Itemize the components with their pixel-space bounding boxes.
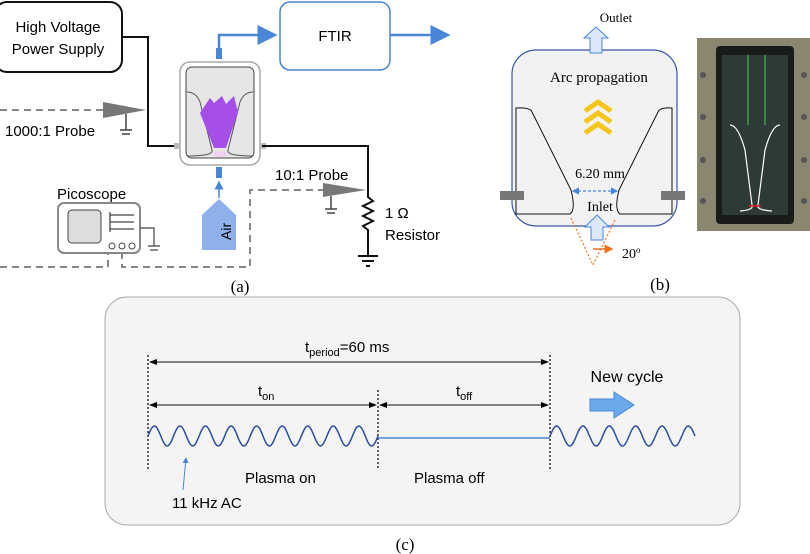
low-probe-icon (323, 183, 366, 197)
ac-wave-on (147, 425, 379, 447)
ground-icon (358, 255, 378, 267)
ground-icon (140, 227, 160, 251)
ground-icon (120, 114, 132, 135)
outlet-arrow (582, 26, 610, 54)
power-supply-label-1: High Voltage (15, 19, 100, 36)
panel-c: tperiod=60 ms ton toff New cycle Plasma … (104, 296, 741, 554)
hv-probe-return-cable (0, 252, 109, 268)
ac-wave-next (549, 425, 696, 447)
gap-label: 6.20 mm (575, 167, 625, 182)
new-cycle-label: New cycle (591, 369, 664, 386)
ac-pointer (182, 457, 189, 491)
right-clamp (661, 191, 685, 200)
picoscope-label: Picoscope (57, 186, 126, 203)
picoscope-port (128, 242, 136, 250)
plasma-off-label: Plasma off (414, 470, 485, 487)
picoscope-port (108, 242, 116, 250)
outlet-label: Outlet (600, 10, 633, 25)
toff-label: toff (456, 383, 473, 403)
connector-left (174, 143, 180, 149)
resistor-label: Resistor (385, 227, 440, 244)
gas-to-ftir (217, 25, 278, 48)
ftir-label: FTIR (318, 28, 351, 45)
hv-probe-label: 1000:1 Probe (5, 123, 95, 140)
low-probe-cable (121, 189, 323, 268)
period-label: tperiod=60 ms (305, 339, 389, 359)
hv-probe-icon (103, 102, 146, 118)
ground-wire-resistor (262, 145, 376, 255)
left-clamp (500, 191, 524, 200)
picoscope-grid-icon (109, 212, 134, 232)
hv-wire (122, 36, 178, 147)
ton-label: ton (258, 383, 274, 403)
inlet-label: Inlet (587, 200, 613, 215)
reactor-photo (697, 38, 810, 231)
caption-c: (c) (396, 535, 415, 554)
picoscope-screen (67, 209, 102, 244)
ac-label: 11 kHz AC (172, 495, 242, 512)
panel-b: Outlet Arc propagation 6.20 mm Inlet 20o… (500, 10, 810, 294)
ground-icon (325, 196, 337, 214)
picoscope-port (118, 242, 126, 250)
phase-dividers (147, 355, 551, 470)
panel-a: High Voltage Power Supply FTIR Air 1 Ω R… (0, 1, 451, 296)
plasma-on-label: Plasma on (245, 470, 316, 487)
cone-angle (570, 217, 617, 267)
air-label: Air (218, 223, 234, 240)
outlet-port (216, 48, 222, 59)
arc-root (213, 151, 227, 157)
plasma-arc (200, 96, 238, 148)
inlet-port (216, 167, 222, 178)
angle-label: 20o (622, 245, 641, 262)
caption-b: (b) (650, 275, 670, 294)
low-probe-label: 10:1 Probe (275, 167, 348, 184)
right-electrode (616, 107, 673, 215)
arc-propagation-label: Arc propagation (550, 70, 648, 86)
timing-box (104, 296, 741, 526)
resistor-value: 1 Ω (385, 205, 409, 222)
new-cycle-arrow (589, 391, 635, 419)
caption-a: (a) (231, 277, 250, 296)
air-source (202, 199, 236, 250)
power-supply-box (0, 1, 123, 73)
power-supply-label-2: Power Supply (12, 41, 105, 58)
left-electrode (515, 107, 574, 215)
arc-propagation-chevrons (583, 98, 613, 136)
inlet-arrow (583, 214, 611, 241)
